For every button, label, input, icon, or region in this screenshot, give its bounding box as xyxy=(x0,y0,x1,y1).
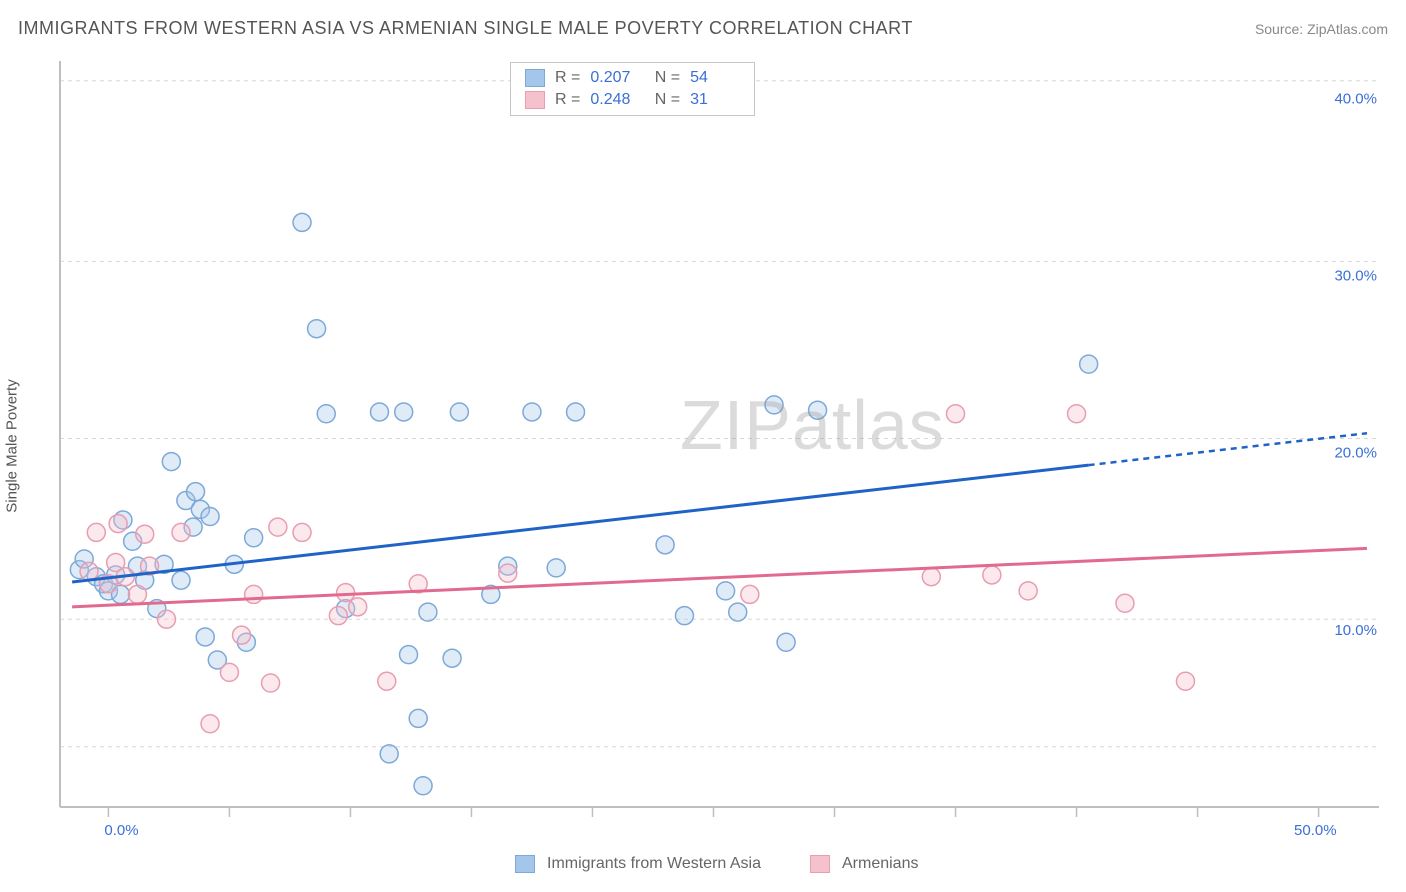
legend-label: Armenians xyxy=(842,855,918,873)
legend-item-series-b: Armenians xyxy=(810,855,918,873)
legend-label: Immigrants from Western Asia xyxy=(547,855,761,873)
plot-area: 0.0% 50.0% 10.0% 20.0% 30.0% 40.0% xyxy=(52,55,1387,835)
svg-text:0.0%: 0.0% xyxy=(104,822,138,835)
chart-title: IMMIGRANTS FROM WESTERN ASIA VS ARMENIAN… xyxy=(18,18,913,39)
chart-source: Source: ZipAtlas.com xyxy=(1255,21,1388,37)
correlation-stats-box: R =0.207 N =54R =0.248 N =31 xyxy=(510,62,755,116)
svg-text:40.0%: 40.0% xyxy=(1334,90,1377,107)
legend-swatch-icon xyxy=(810,855,830,873)
legend-item-series-a: Immigrants from Western Asia xyxy=(515,855,761,873)
svg-text:30.0%: 30.0% xyxy=(1334,268,1377,285)
scatter-chart: 0.0% 50.0% 10.0% 20.0% 30.0% 40.0% xyxy=(52,55,1387,835)
chart-header: IMMIGRANTS FROM WESTERN ASIA VS ARMENIAN… xyxy=(18,18,1388,39)
svg-text:50.0%: 50.0% xyxy=(1294,822,1337,835)
legend-swatch-icon xyxy=(515,855,535,873)
svg-text:10.0%: 10.0% xyxy=(1334,622,1377,639)
y-axis-label: Single Male Poverty xyxy=(4,379,21,512)
svg-text:20.0%: 20.0% xyxy=(1334,445,1377,462)
stats-row: R =0.248 N =31 xyxy=(511,89,754,111)
stats-row: R =0.207 N =54 xyxy=(511,67,754,89)
